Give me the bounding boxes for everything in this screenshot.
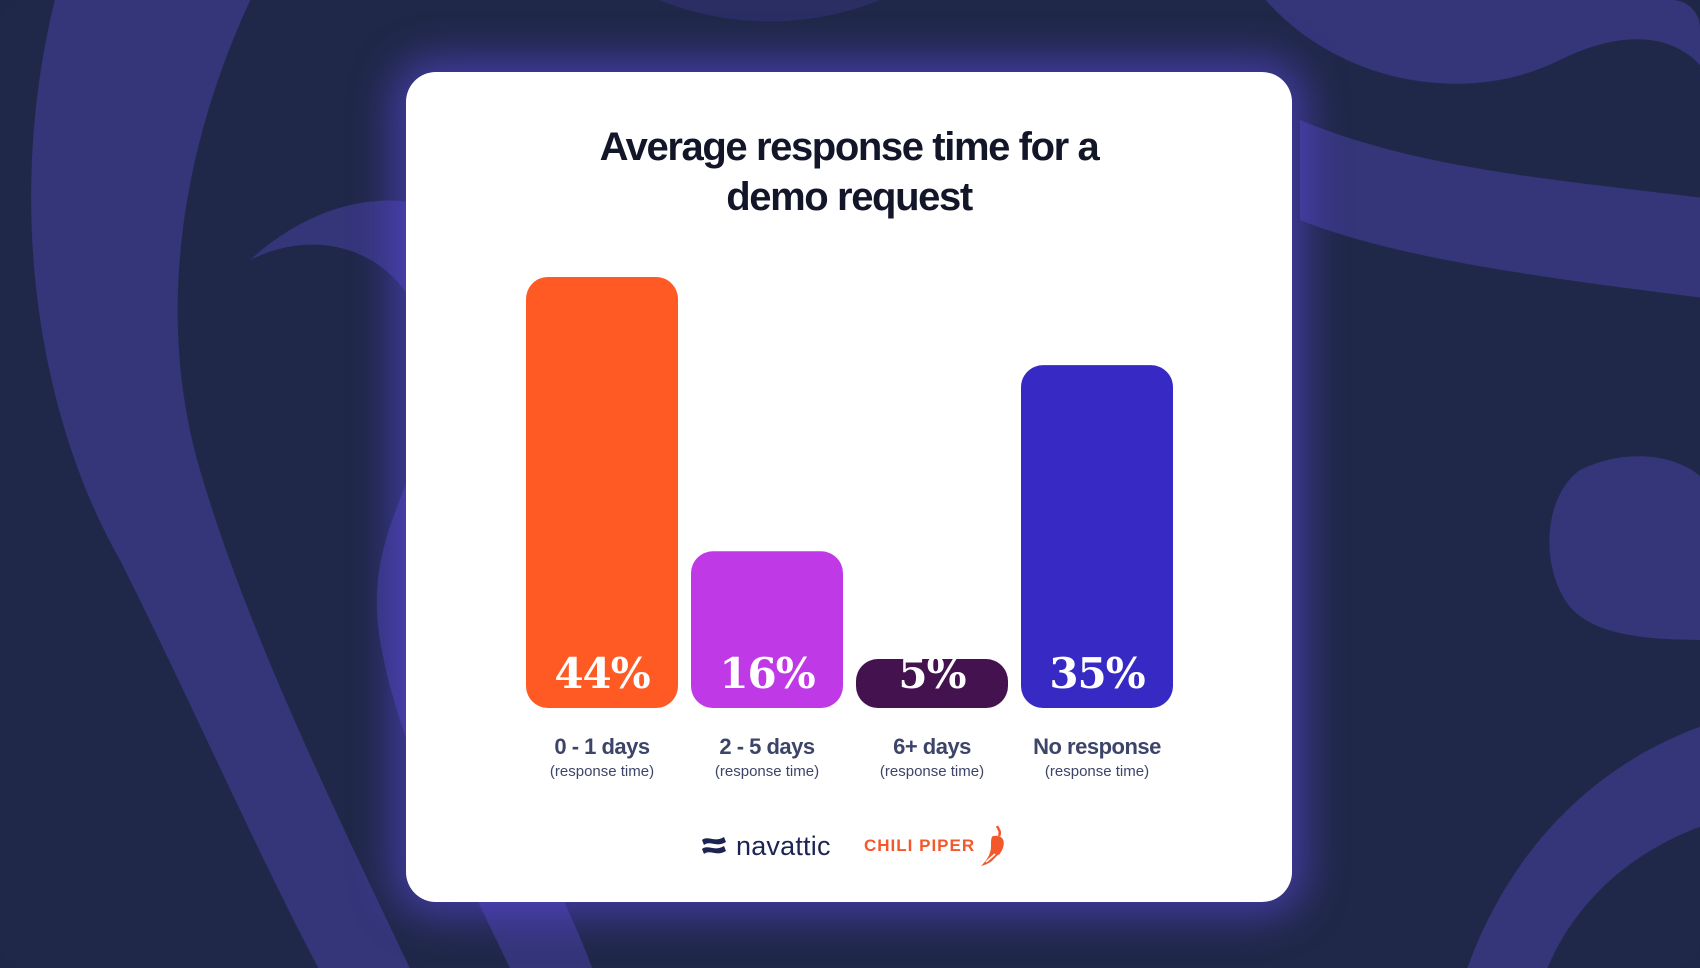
category-sublabel-6plus-days: (response time) [880, 763, 984, 780]
chili-piper-logo: CHILI PIPER [864, 825, 1013, 866]
chart-card: Average response time for a demo request… [406, 72, 1292, 902]
chart-title: Average response time for a demo request [406, 122, 1292, 222]
category-sublabel-no-response: (response time) [1045, 763, 1149, 780]
navattic-logo: navattic [700, 826, 831, 866]
bar-2-5-days [691, 551, 843, 708]
navattic-mark-icon [702, 837, 726, 854]
navattic-wordmark: navattic [736, 830, 831, 861]
category-sublabel-2-5-days: (response time) [715, 763, 819, 780]
category-sublabel-0-1-days: (response time) [550, 763, 654, 780]
bar-no-response [1021, 365, 1173, 708]
bar-value-label-2-5-days: 16% [719, 649, 814, 698]
category-label-0-1-days: 0 - 1 days [554, 734, 650, 759]
bar-value-label-0-1-days: 44% [554, 649, 649, 698]
chili-pepper-icon [981, 825, 1004, 866]
bar-chart: 44% 0 - 1 days (response time) 16% 2 - 5 day… [526, 277, 1173, 780]
category-label-no-response: No response [1033, 734, 1161, 759]
chart-title-line-1: Average response time for a [599, 125, 1100, 169]
logo-row: navattic CHILI PIPER [406, 822, 1292, 882]
bar-0-1-days [526, 277, 678, 708]
category-label-2-5-days: 2 - 5 days [719, 734, 815, 759]
chili-piper-wordmark: CHILI PIPER [864, 836, 976, 855]
bar-value-label-no-response: 35% [1049, 649, 1144, 698]
bar-value-label-6plus-days: 5% [898, 649, 965, 698]
bar-6plus-days [856, 659, 1008, 708]
category-label-6plus-days: 6+ days [893, 734, 971, 759]
chart-title-line-2: demo request [726, 175, 973, 219]
